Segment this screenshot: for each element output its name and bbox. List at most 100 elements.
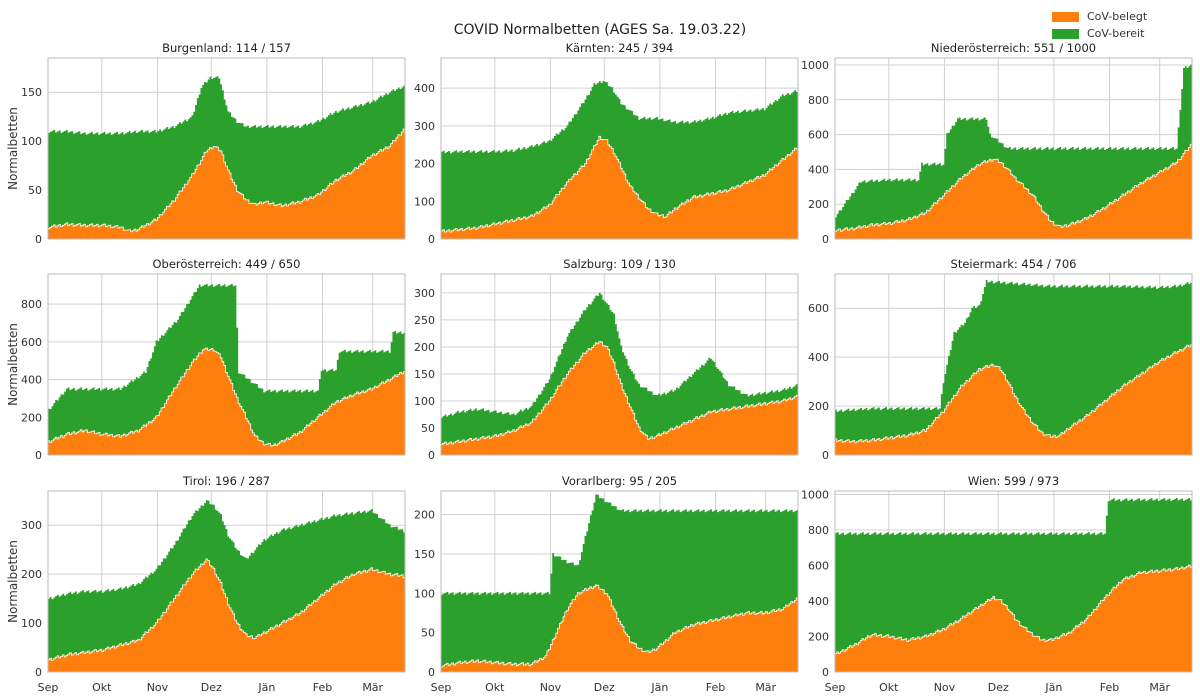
panel-title: Steiermark: 454 / 706 xyxy=(951,257,1077,271)
y-tick-label: 150 xyxy=(21,86,42,99)
panel-title: Salzburg: 109 / 130 xyxy=(563,257,676,271)
y-tick-label: 0 xyxy=(35,449,42,462)
area-cov-belegt xyxy=(834,342,1193,456)
y-tick-label: 300 xyxy=(414,120,435,133)
y-tick-label: 800 xyxy=(808,94,829,107)
y-tick-label: 100 xyxy=(21,617,42,630)
x-tick-label: Feb xyxy=(313,681,332,694)
y-tick-label: 50 xyxy=(28,184,42,197)
panel-frame xyxy=(834,273,1193,456)
y-tick-label: 200 xyxy=(414,158,435,171)
y-tick-label: 0 xyxy=(822,666,829,679)
panel-frame xyxy=(440,273,799,456)
y-tick-label: 0 xyxy=(822,233,829,246)
area-cov-bereit xyxy=(835,64,1192,240)
x-tick-label: Mär xyxy=(755,681,776,694)
y-tick-label: 200 xyxy=(21,411,42,424)
y-tick-label: 100 xyxy=(414,195,435,208)
y-tick-label: 400 xyxy=(414,82,435,95)
panel-title: Burgenland: 114 / 157 xyxy=(162,41,291,55)
x-tick-label: Sep xyxy=(431,681,452,694)
y-tick-label: 400 xyxy=(808,163,829,176)
area-cov-belegt xyxy=(440,135,799,240)
x-tick-label: Jän xyxy=(1044,681,1062,694)
x-tick-label: Jän xyxy=(257,681,275,694)
y-tick-label: 200 xyxy=(808,198,829,211)
x-tick-label: Sep xyxy=(38,681,59,694)
y-tick-label: 50 xyxy=(421,627,435,640)
y-tick-label: 400 xyxy=(808,351,829,364)
legend-item-bereit: CoV-bereit xyxy=(1052,25,1147,42)
legend-label-bereit: CoV-bereit xyxy=(1087,27,1145,40)
y-tick-label: 0 xyxy=(35,233,42,246)
y-tick-label: 0 xyxy=(428,233,435,246)
x-tick-label: Okt xyxy=(879,681,899,694)
legend-swatch-bereit xyxy=(1052,28,1079,39)
area-cov-bereit xyxy=(48,283,405,455)
y-tick-label: 800 xyxy=(808,524,829,537)
panel-title: Kärnten: 245 / 394 xyxy=(566,41,674,55)
area-cov-belegt xyxy=(47,558,406,673)
y-tick-label: 100 xyxy=(21,135,42,148)
x-tick-label: Dez xyxy=(201,681,222,694)
x-tick-label: Nov xyxy=(934,681,956,694)
legend-swatch-belegt xyxy=(1052,11,1079,22)
y-tick-label: 0 xyxy=(428,449,435,462)
legend-label-belegt: CoV-belegt xyxy=(1087,10,1148,23)
x-tick-label: Sep xyxy=(825,681,846,694)
area-cov-belegt xyxy=(440,341,799,456)
y-tick-label: 300 xyxy=(21,519,42,532)
panel-title: Oberösterreich: 449 / 650 xyxy=(152,257,300,271)
y-tick-label: 1000 xyxy=(801,489,829,502)
y-tick-label: 250 xyxy=(414,314,435,327)
y-tick-label: 600 xyxy=(808,129,829,142)
panel-frame xyxy=(440,490,799,673)
panel-title: Tirol: 196 / 287 xyxy=(182,474,270,488)
area-cov-belegt xyxy=(47,126,406,240)
area-cov-belegt xyxy=(440,584,799,673)
x-tick-label: Dez xyxy=(594,681,615,694)
area-cov-belegt xyxy=(47,347,406,456)
y-tick-label: 1000 xyxy=(801,59,829,72)
y-tick-label: 400 xyxy=(21,374,42,387)
x-tick-label: Nov xyxy=(147,681,169,694)
y-tick-label: 200 xyxy=(414,509,435,522)
y-tick-label: 0 xyxy=(428,666,435,679)
y-axis-label: Normalbetten xyxy=(6,323,20,406)
y-tick-label: 100 xyxy=(414,395,435,408)
x-tick-label: Mär xyxy=(1149,681,1170,694)
y-tick-label: 400 xyxy=(808,595,829,608)
y-tick-label: 150 xyxy=(414,548,435,561)
panel-frame xyxy=(47,273,406,456)
legend: CoV-belegt CoV-bereit xyxy=(1052,8,1147,42)
y-tick-label: 200 xyxy=(414,341,435,354)
y-tick-label: 200 xyxy=(808,631,829,644)
panel-title: Wien: 599 / 973 xyxy=(968,474,1059,488)
y-tick-label: 0 xyxy=(822,449,829,462)
y-axis-label: Normalbetten xyxy=(6,107,20,190)
y-tick-label: 50 xyxy=(421,422,435,435)
y-tick-label: 0 xyxy=(35,666,42,679)
y-tick-label: 300 xyxy=(414,287,435,300)
y-tick-label: 600 xyxy=(808,302,829,315)
panel-frame xyxy=(834,57,1193,240)
x-tick-label: Okt xyxy=(92,681,112,694)
panel-frame xyxy=(47,57,406,240)
y-tick-label: 600 xyxy=(808,560,829,573)
y-tick-label: 200 xyxy=(808,400,829,413)
legend-item-belegt: CoV-belegt xyxy=(1052,8,1147,25)
y-tick-label: 100 xyxy=(414,587,435,600)
panel-title: Niederösterreich: 551 / 1000 xyxy=(931,41,1096,55)
panel-frame xyxy=(440,57,799,240)
area-cov-belegt xyxy=(834,143,1193,240)
y-tick-label: 200 xyxy=(21,568,42,581)
x-tick-label: Mär xyxy=(362,681,383,694)
y-tick-label: 150 xyxy=(414,368,435,381)
panel-frame xyxy=(834,490,1193,673)
y-tick-label: 800 xyxy=(21,298,42,311)
x-tick-label: Nov xyxy=(540,681,562,694)
panel-frame xyxy=(47,490,406,673)
panel-title: Vorarlberg: 95 / 205 xyxy=(562,474,677,488)
area-cov-belegt xyxy=(834,564,1193,673)
